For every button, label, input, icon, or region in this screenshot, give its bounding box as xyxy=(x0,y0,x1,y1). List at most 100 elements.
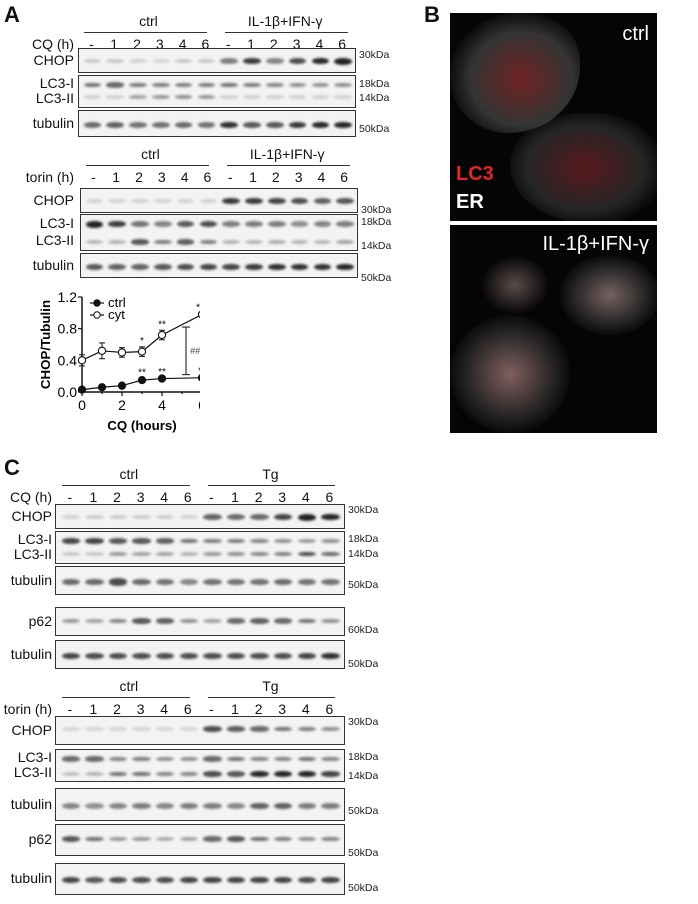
protein-band xyxy=(243,57,261,65)
protein-band xyxy=(151,58,170,64)
data-point-cyt xyxy=(157,330,167,340)
protein-band xyxy=(334,121,353,129)
protein-band xyxy=(61,802,80,810)
blot-strip-lc3-i xyxy=(80,214,358,251)
row-label-chop: CHOP xyxy=(33,51,74,68)
protein-band xyxy=(85,618,104,624)
group-label-treatment: Tg xyxy=(262,466,279,482)
protein-band xyxy=(85,514,104,520)
protein-band xyxy=(85,652,104,660)
legend-label-ctrl: ctrl xyxy=(108,295,126,310)
protein-band xyxy=(174,82,193,88)
protein-band xyxy=(155,836,175,842)
lane-label: 4 xyxy=(178,36,187,52)
protein-band xyxy=(250,552,269,556)
protein-band xyxy=(226,652,246,660)
protein-band xyxy=(250,578,269,586)
x-tick-label: 4 xyxy=(158,397,166,413)
chart-a-cq: 0.00.40.81.20246CQ (hours)CHOP/Tubulin**… xyxy=(20,285,208,435)
protein-band xyxy=(321,836,340,842)
protein-band xyxy=(267,197,286,205)
micrograph-ctrl: ctrl LC3 ER xyxy=(450,13,657,221)
protein-band xyxy=(321,771,340,777)
protein-band xyxy=(313,239,332,245)
data-point-ctrl xyxy=(137,375,147,385)
lane-label: 2 xyxy=(271,169,280,185)
line-chart-a-cq: 0.00.40.81.20246CQ (hours)CHOP/Tubulin**… xyxy=(38,289,208,433)
protein-band xyxy=(179,652,198,660)
blot-strip-tubulin xyxy=(78,110,356,137)
lane-label: 1 xyxy=(231,489,239,505)
protein-band xyxy=(267,263,286,271)
protein-band xyxy=(226,726,246,732)
protein-band xyxy=(226,756,246,762)
lane-label: 2 xyxy=(135,169,143,185)
protein-band xyxy=(273,802,293,810)
protein-band xyxy=(108,239,127,245)
protein-band xyxy=(250,618,269,624)
protein-band xyxy=(129,95,147,99)
protein-band xyxy=(273,578,293,586)
protein-band xyxy=(197,95,216,99)
protein-band xyxy=(334,95,353,99)
protein-band xyxy=(108,802,128,810)
protein-band xyxy=(61,538,80,544)
group-label-treatment: IL-1β+IFN-γ xyxy=(247,13,323,29)
protein-band xyxy=(176,239,195,245)
row-label-lc3-ii: LC3-II xyxy=(35,231,74,248)
y-tick-label: 0.0 xyxy=(58,384,78,400)
protein-band xyxy=(288,95,307,99)
lane-label: 4 xyxy=(301,489,310,505)
protein-band xyxy=(61,652,80,660)
protein-band xyxy=(155,514,175,520)
stain-label-er: ER xyxy=(456,191,484,213)
lane-label: - xyxy=(209,701,214,717)
protein-band xyxy=(151,95,170,99)
protein-band xyxy=(267,239,286,245)
protein-band xyxy=(203,756,222,762)
data-point-ctrl xyxy=(117,381,127,390)
protein-band xyxy=(129,82,147,88)
blot-strip-p62 xyxy=(55,824,345,856)
protein-band xyxy=(321,538,340,544)
protein-band xyxy=(220,95,239,99)
protein-band xyxy=(226,552,246,556)
lane-label: 4 xyxy=(180,169,189,185)
y-tick-label: 1.2 xyxy=(58,289,78,305)
blot-strip-tubulin xyxy=(55,566,345,595)
row-label-chop: CHOP xyxy=(11,507,52,524)
row-label-lc3-ii: LC3-II xyxy=(13,763,52,780)
data-point-cyt xyxy=(97,346,107,355)
group-label-ctrl: ctrl xyxy=(119,678,139,694)
protein-band xyxy=(243,95,261,99)
protein-band xyxy=(311,121,330,129)
row-label-chop: CHOP xyxy=(33,191,74,208)
protein-band xyxy=(155,538,175,544)
protein-band xyxy=(132,652,151,660)
protein-band xyxy=(108,652,128,660)
protein-band xyxy=(61,836,80,842)
protein-band xyxy=(132,618,151,624)
lane-label: 2 xyxy=(113,701,121,717)
protein-band xyxy=(179,578,198,586)
lane-label: 1 xyxy=(231,701,239,717)
lane-label: 1 xyxy=(110,36,119,52)
blot-strip-lc3-i xyxy=(55,531,345,564)
protein-band xyxy=(85,727,104,731)
protein-band xyxy=(83,58,102,64)
significance-marker: *** xyxy=(196,303,200,314)
protein-band xyxy=(85,756,104,762)
legend-marker-cyt xyxy=(93,311,101,319)
lane-label: 1 xyxy=(112,169,121,185)
mw-marker: 60kDa xyxy=(348,624,379,636)
mw-marker: 14kDa xyxy=(359,92,390,104)
data-point-ctrl xyxy=(157,374,167,383)
protein-band xyxy=(250,876,269,884)
panel-letter-a: A xyxy=(4,2,20,27)
protein-band xyxy=(250,756,269,762)
protein-band xyxy=(131,198,149,204)
protein-band xyxy=(297,513,316,521)
lane-label: 4 xyxy=(160,489,169,505)
x-axis-title: CQ (hours) xyxy=(107,418,176,433)
significance-marker: ** xyxy=(198,366,200,377)
